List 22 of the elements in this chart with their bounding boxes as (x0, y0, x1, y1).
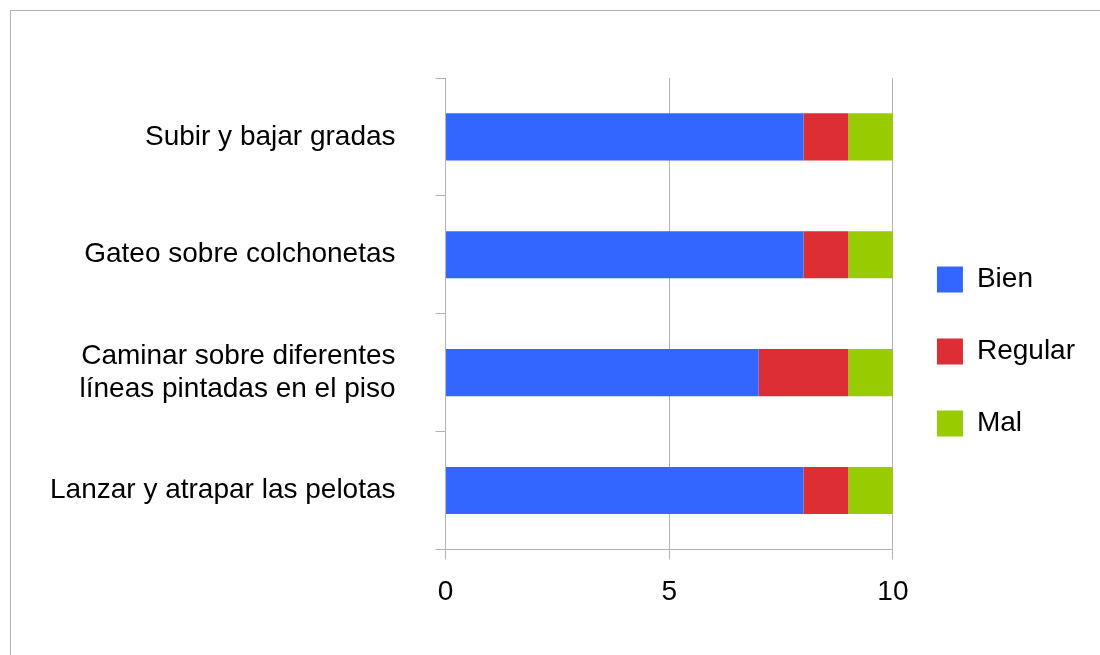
bar (446, 466, 804, 515)
bar (446, 231, 804, 279)
bar (446, 349, 759, 397)
legend-label: Regular (976, 334, 1076, 366)
legend-label: Mal (976, 406, 1023, 438)
y-tick-label: Gateo sobre colchonetas (84, 237, 396, 269)
y-tick-label: Caminar sobre diferentes líneas pintadas en el piso (79, 338, 396, 404)
bar (848, 231, 893, 279)
bar (848, 349, 893, 397)
x-tick-label: 5 (661, 574, 678, 606)
bar (848, 113, 893, 161)
bar (803, 466, 849, 515)
bar (758, 349, 849, 397)
x-tick-label: 10 (877, 574, 909, 606)
y-tick-label: Subir y bajar gradas (144, 119, 396, 151)
bar (803, 113, 849, 161)
bar (848, 466, 893, 515)
bar (803, 231, 849, 279)
legend-label: Bien (976, 262, 1033, 294)
bar (446, 113, 804, 161)
y-tick-label: Lanzar y atrapar las pelotas (50, 473, 396, 505)
x-tick-label: 0 (437, 574, 454, 606)
